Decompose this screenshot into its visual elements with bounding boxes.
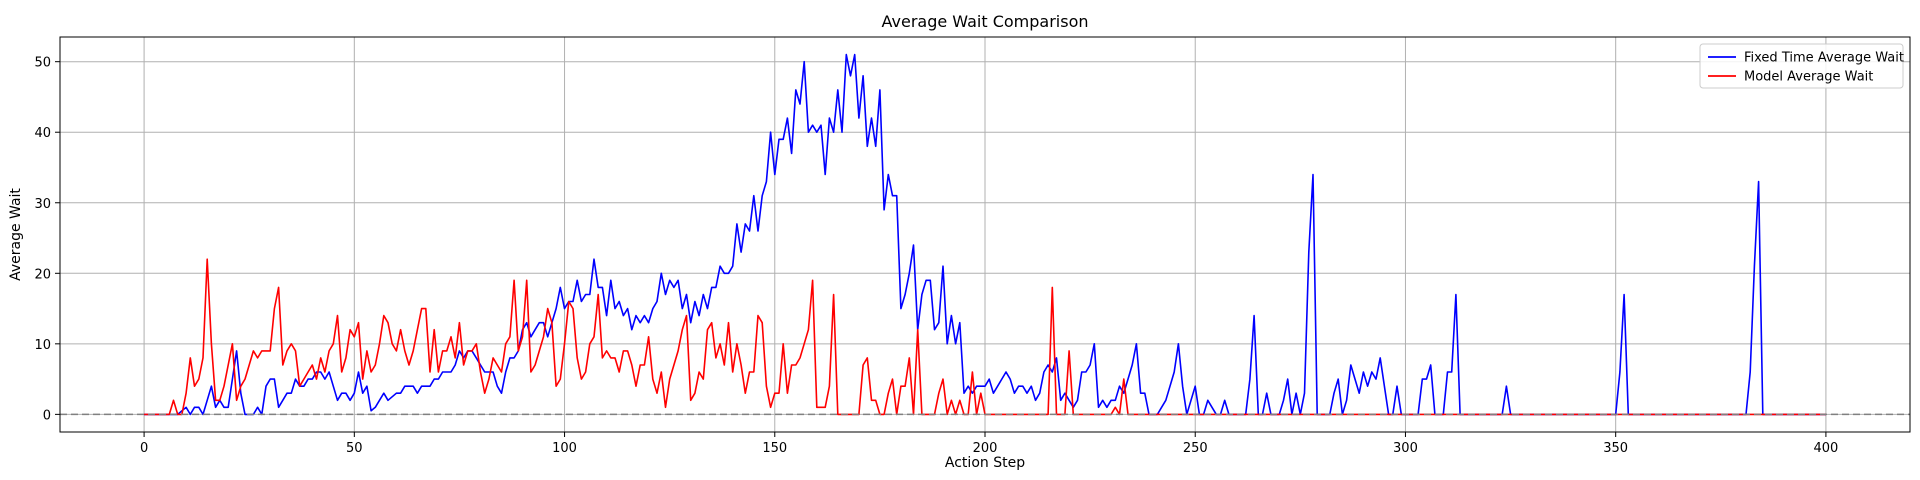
x-tick-label: 250 — [1183, 441, 1208, 456]
x-tick-label: 200 — [973, 441, 998, 456]
legend-box — [1699, 43, 1904, 89]
y-tick-label: 10 — [34, 338, 51, 353]
axis-ticks: 0 50 100 150 200 250 300 350 400 0 10 20 30 40 50 — [34, 56, 1838, 456]
y-tick-label: 50 — [34, 56, 51, 71]
x-tick-label: 150 — [762, 441, 787, 456]
legend: Fixed Time Average Wait Model Average Wai… — [1699, 43, 1904, 89]
x-tick-label: 350 — [1603, 441, 1628, 456]
y-tick-label: 30 — [34, 197, 51, 212]
y-axis-label: Average Wait — [8, 188, 24, 281]
x-axis-label: Action Step — [945, 455, 1025, 471]
x-tick-label: 400 — [1813, 441, 1838, 456]
series-layer — [60, 53, 1910, 416]
x-tick-label: 300 — [1393, 441, 1418, 456]
legend-entry-2: Model Average Wait — [1744, 70, 1873, 85]
x-tick-label: 0 — [140, 441, 148, 456]
chart-title: Average Wait Comparison — [882, 12, 1089, 31]
x-tick-label: 100 — [552, 441, 577, 456]
y-tick-label: 40 — [34, 126, 51, 141]
y-tick-label: 0 — [43, 408, 51, 423]
legend-entry-1: Fixed Time Average Wait — [1744, 51, 1904, 66]
x-tick-label: 50 — [346, 441, 363, 456]
series-line-2 — [144, 258, 1826, 416]
y-tick-label: 20 — [34, 267, 51, 282]
